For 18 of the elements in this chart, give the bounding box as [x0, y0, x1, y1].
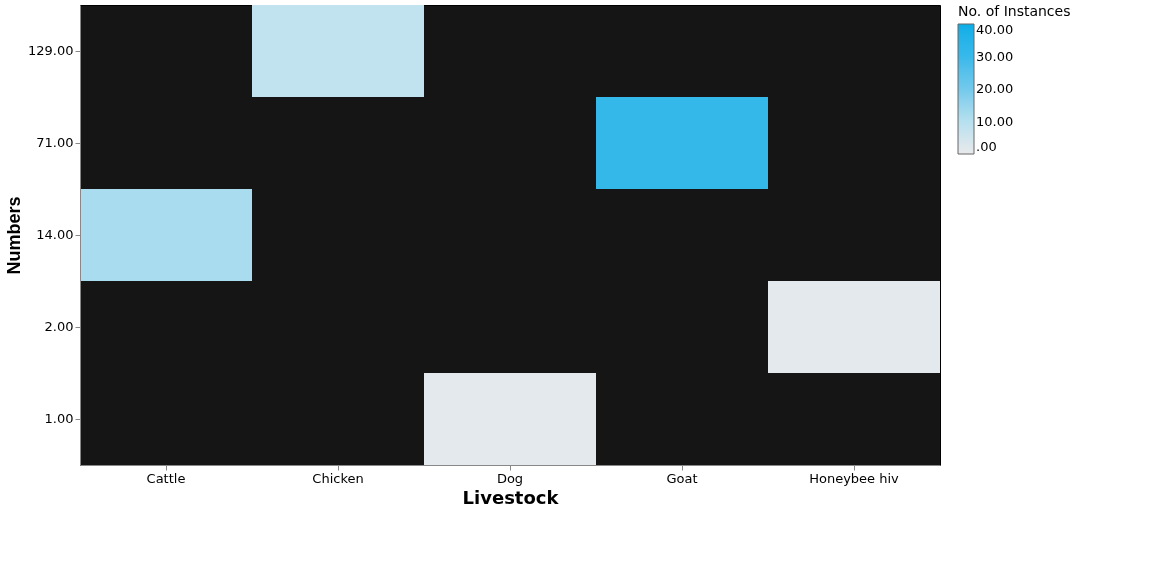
y-tick-label: 14.00: [36, 227, 74, 242]
color-bar-label: 10.00: [976, 113, 1014, 129]
x-tick-label: Goat: [666, 470, 698, 486]
color-bar-label: .00: [976, 139, 997, 154]
color-bar-label: 20.00: [976, 81, 1014, 96]
x-tick-label: Chicken: [312, 470, 364, 486]
color-bar-label: 40.00: [976, 22, 1014, 37]
y-tick-label: 71.00: [36, 135, 74, 150]
x-tick-label: Honeybee hiv: [809, 470, 900, 486]
x-axis-title: Livestock: [462, 486, 560, 508]
y-axis-title: Numbers: [4, 196, 25, 275]
color-bar-title: No. of Instances: [958, 3, 1071, 19]
x-tick-label: Cattle: [146, 470, 186, 486]
x-tick-label: Dog: [496, 470, 524, 486]
y-tick-label: 2.00: [44, 319, 74, 334]
y-tick-label: 1.00: [44, 411, 74, 426]
y-tick-label: 129.00: [28, 43, 74, 58]
color-bar-label: 30.00: [976, 48, 1014, 64]
